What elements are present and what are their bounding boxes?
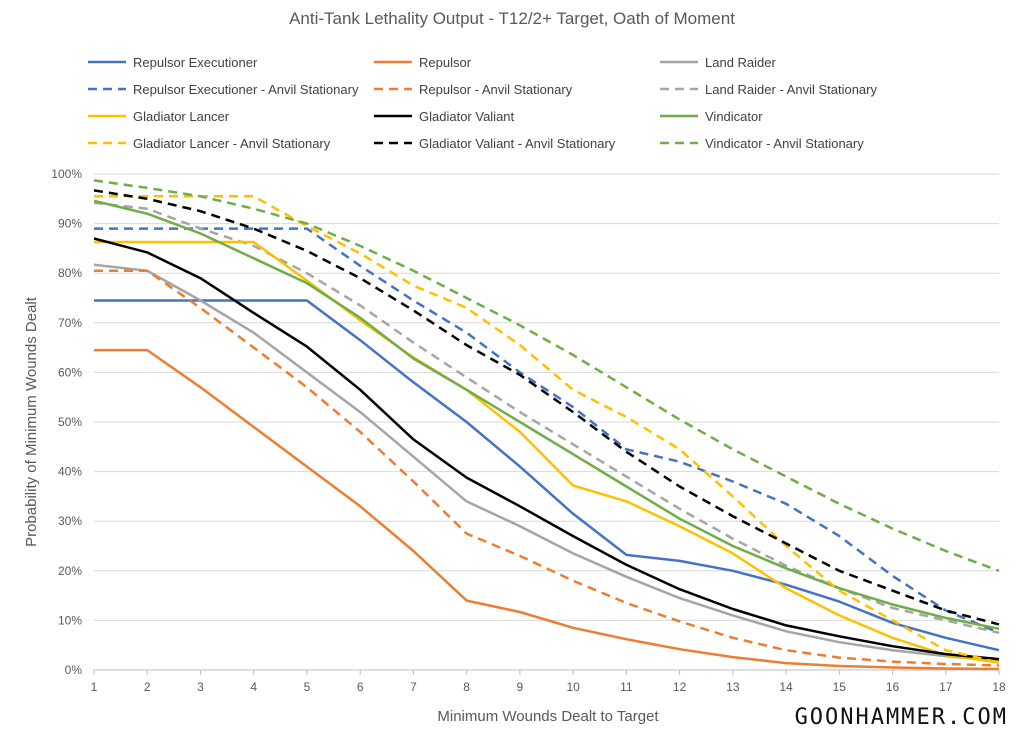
- legend-entry: Gladiator Lancer - Anvil Stationary: [133, 136, 331, 151]
- x-tick-label: 3: [197, 680, 204, 694]
- x-tick-label: 15: [833, 680, 847, 694]
- x-tick-label: 11: [620, 680, 633, 694]
- y-tick-label: 30%: [58, 514, 82, 528]
- y-axis-label: Probability of Minimum Wounds Dealt: [23, 296, 40, 547]
- x-tick-label: 12: [673, 680, 687, 694]
- watermark-logo: GOONHAMMER.COM: [795, 705, 1008, 730]
- series-line: [94, 227, 1000, 634]
- x-tick-label: 5: [304, 680, 311, 694]
- series-line: [94, 269, 1000, 667]
- legend-entry: Repulsor - Anvil Stationary: [419, 82, 573, 97]
- x-tick-label: 7: [410, 680, 417, 694]
- series-line: [94, 299, 1000, 652]
- series-line: [94, 348, 1000, 671]
- legend-entry: Gladiator Valiant - Anvil Stationary: [419, 136, 616, 151]
- chart-title: Anti-Tank Lethality Output - T12/2+ Targ…: [289, 9, 735, 28]
- series-line: [93, 189, 1000, 626]
- series-line: [94, 240, 1000, 664]
- x-tick-label: 17: [939, 680, 953, 694]
- x-tick-label: 2: [144, 680, 151, 694]
- legend-entry: Gladiator Lancer: [133, 109, 230, 124]
- y-tick-label: 60%: [58, 365, 82, 379]
- x-tick-label: 4: [250, 680, 257, 694]
- x-tick-label: 16: [886, 680, 900, 694]
- legend-entry: Vindicator: [705, 109, 763, 124]
- y-tick-label: 40%: [58, 465, 82, 479]
- y-tick-label: 100%: [51, 167, 82, 181]
- legend-entry: Repulsor Executioner - Anvil Stationary: [133, 82, 359, 97]
- legend-entry: Land Raider - Anvil Stationary: [705, 82, 877, 97]
- series-line: [94, 195, 1000, 664]
- series-line: [93, 179, 1000, 572]
- legend-entry: Repulsor: [419, 55, 472, 70]
- x-tick-label: 14: [779, 680, 793, 694]
- y-tick-label: 20%: [58, 564, 82, 578]
- x-tick-label: 6: [357, 680, 364, 694]
- series-line: [93, 237, 1000, 661]
- legend-entry: Land Raider: [705, 55, 776, 70]
- x-axis-label: Minimum Wounds Dealt to Target: [437, 708, 659, 725]
- y-tick-label: 80%: [58, 266, 82, 280]
- legend-entry: Vindicator - Anvil Stationary: [705, 136, 864, 151]
- series-line: [93, 263, 1000, 663]
- x-tick-label: 9: [517, 680, 524, 694]
- y-tick-label: 10%: [58, 613, 82, 627]
- series-line: [93, 199, 1000, 631]
- legend-entry: Gladiator Valiant: [419, 109, 515, 124]
- y-tick-label: 0%: [65, 663, 83, 677]
- x-tick-label: 8: [463, 680, 470, 694]
- x-tick-label: 13: [726, 680, 740, 694]
- y-tick-label: 90%: [58, 217, 82, 231]
- x-tick-label: 18: [992, 680, 1006, 694]
- legend-entry: Repulsor Executioner: [133, 55, 258, 70]
- y-tick-label: 70%: [58, 316, 82, 330]
- x-tick-label: 10: [566, 680, 580, 694]
- x-tick-label: 1: [91, 680, 98, 694]
- y-tick-label: 50%: [58, 415, 82, 429]
